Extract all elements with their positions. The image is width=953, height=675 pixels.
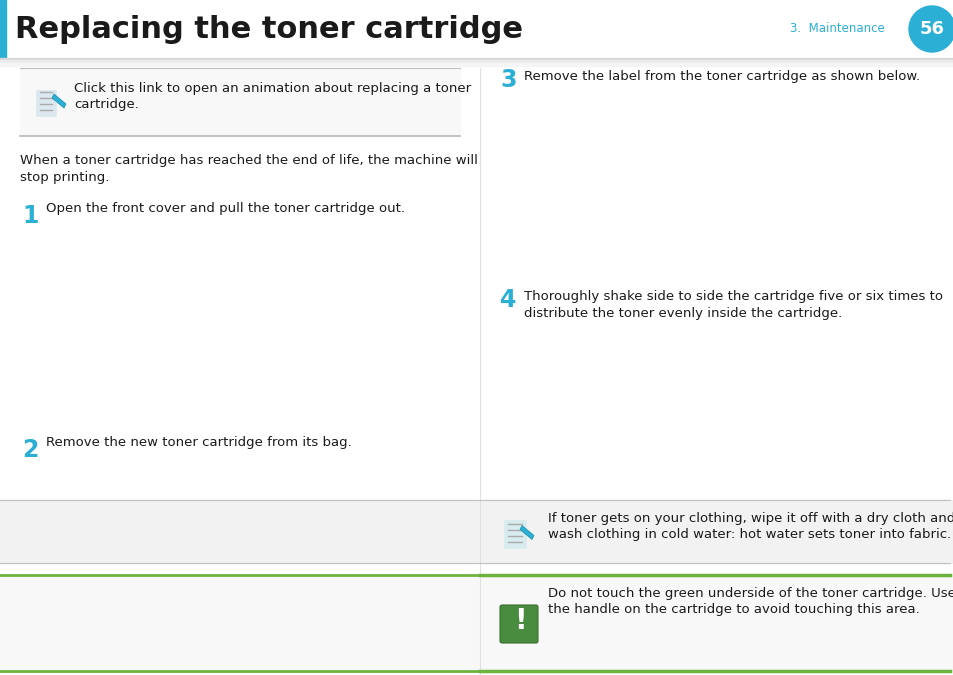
- Text: stop printing.: stop printing.: [20, 171, 110, 184]
- Text: When a toner cartridge has reached the end of life, the machine will: When a toner cartridge has reached the e…: [20, 154, 477, 167]
- Text: 4: 4: [499, 288, 516, 312]
- Text: 3.  Maintenance: 3. Maintenance: [789, 22, 883, 34]
- Bar: [36, 90, 56, 116]
- Text: Click this link to open an animation about replacing a toner: Click this link to open an animation abo…: [74, 82, 471, 95]
- Bar: [0, 60, 953, 63]
- Bar: [479, 500, 953, 563]
- Text: Do not touch the green underside of the toner cartridge. Use: Do not touch the green underside of the …: [547, 587, 953, 600]
- Polygon shape: [519, 526, 534, 539]
- Bar: [0, 0, 6, 58]
- Bar: [25, 224, 444, 424]
- Bar: [0, 575, 479, 671]
- Text: Thoroughly shake side to side the cartridge five or six times to: Thoroughly shake side to side the cartri…: [523, 290, 942, 303]
- Text: If toner gets on your clothing, wipe it off with a dry cloth and: If toner gets on your clothing, wipe it …: [547, 512, 953, 525]
- Bar: [0, 0, 953, 58]
- Text: wash clothing in cold water: hot water sets toner into fabric.: wash clothing in cold water: hot water s…: [547, 528, 950, 541]
- Bar: [479, 575, 953, 671]
- Text: 3: 3: [499, 68, 516, 92]
- Text: distribute the toner evenly inside the cartridge.: distribute the toner evenly inside the c…: [523, 307, 841, 320]
- Text: Replacing the toner cartridge: Replacing the toner cartridge: [15, 14, 522, 43]
- Text: Remove the label from the toner cartridge as shown below.: Remove the label from the toner cartridg…: [523, 70, 919, 83]
- Text: 2: 2: [22, 438, 38, 462]
- Text: cartridge.: cartridge.: [74, 98, 139, 111]
- Text: 1: 1: [22, 204, 38, 228]
- Polygon shape: [52, 94, 66, 108]
- Text: Open the front cover and pull the toner cartridge out.: Open the front cover and pull the toner …: [46, 202, 405, 215]
- Bar: [503, 520, 525, 547]
- Text: 56: 56: [919, 20, 943, 38]
- Bar: [0, 500, 479, 563]
- Bar: [0, 63, 953, 66]
- Bar: [0, 58, 953, 60]
- Circle shape: [908, 6, 953, 52]
- Bar: [20, 68, 459, 136]
- FancyBboxPatch shape: [499, 605, 537, 643]
- Text: the handle on the cartridge to avoid touching this area.: the handle on the cartridge to avoid tou…: [547, 603, 919, 616]
- Bar: [502, 326, 944, 436]
- Bar: [502, 93, 944, 278]
- Text: !: !: [513, 607, 526, 635]
- Text: Remove the new toner cartridge from its bag.: Remove the new toner cartridge from its …: [46, 436, 352, 449]
